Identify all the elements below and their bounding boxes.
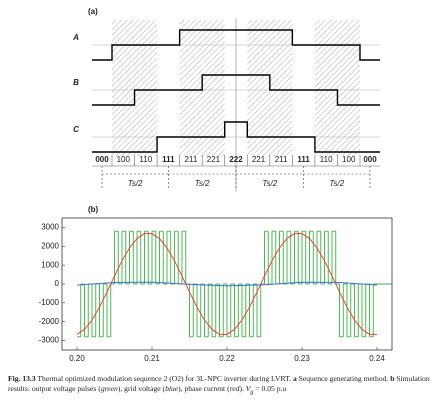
state-label: 100 [342,155,356,164]
state-label: 211 [185,155,198,164]
caption-text: ). [239,384,246,393]
x-tick-label: 0.22 [219,354,235,363]
panel-label: (a) [88,7,98,16]
switching-waveform [92,121,380,153]
hatch-region [269,20,293,156]
pulse-edge [80,231,374,337]
caption-text: Fig. 13.3 [8,374,36,383]
state-label: 000 [95,155,109,164]
y-tick-label: 1000 [41,260,59,269]
caption-text: Sequence generating method. [296,374,391,383]
switching-waveform [92,29,380,61]
signal-label: A [72,33,79,42]
series-line [76,233,377,335]
hatch-region [337,20,360,156]
figure: (a) (b) A B C 000 100 110 111 211 221 222 221 211 11… [39,7,393,363]
panel-label: (b) [88,205,99,214]
caption-text: green [100,384,118,393]
state-label: 221 [207,155,221,164]
hatch-region [134,20,158,156]
plot-area [76,230,392,338]
caption-text: ), grid voltage ( [117,384,166,393]
x-tick-label: 0.24 [369,354,385,363]
plot-frame [61,217,393,351]
x-tick-label: 0.20 [69,354,85,363]
hatch-region [314,20,338,156]
state-label: 221 [252,155,266,164]
series-line [76,281,378,287]
caption: Fig. 13.3 Thermal optimized modulation s… [8,374,440,398]
caption-text: g [250,389,254,396]
caption-text: = 0.05 p.u [253,384,287,393]
state-label: 111 [297,155,310,164]
y-tick-label: -1000 [39,298,60,307]
state-label: 211 [275,155,288,164]
y-tick-label: 0 [55,279,60,288]
hatch-region [247,20,270,156]
state-label: 110 [139,155,152,164]
y-tick-label: 3000 [41,223,59,232]
caption-text: a [292,374,297,383]
state-label: 222 [229,155,243,164]
y-tick-label: -3000 [39,336,60,345]
y-tick-label: -2000 [39,317,60,326]
hatch-region [179,20,203,156]
state-label: 000 [363,155,377,164]
caption-text: red [229,384,240,393]
signal-label: B [73,78,79,87]
caption-text: Thermal optimized modulation sequence 2 … [35,374,293,383]
y-tick-label: 2000 [41,241,59,250]
state-label: 110 [320,155,333,164]
state-label: 100 [117,155,131,164]
switching-waveform [92,74,380,106]
half-period-label: Ts/2 [195,179,210,188]
caption-text: Simulation results: output voltage pulse… [8,374,430,393]
x-tick-label: 0.23 [294,354,310,363]
x-tick-label: 0.21 [144,354,160,363]
half-period-label: Ts/2 [329,179,344,188]
signal-label: C [73,125,79,134]
hatch-region [112,20,135,156]
hatch-region [202,20,225,156]
caption-text: blue [165,384,179,393]
half-period-label: Ts/2 [128,179,143,188]
caption-text: b [390,374,395,383]
caption-text: ), phase current ( [178,384,230,393]
caption-text: V [245,384,251,393]
half-period-label: Ts/2 [262,179,277,188]
state-label: 111 [162,155,175,164]
